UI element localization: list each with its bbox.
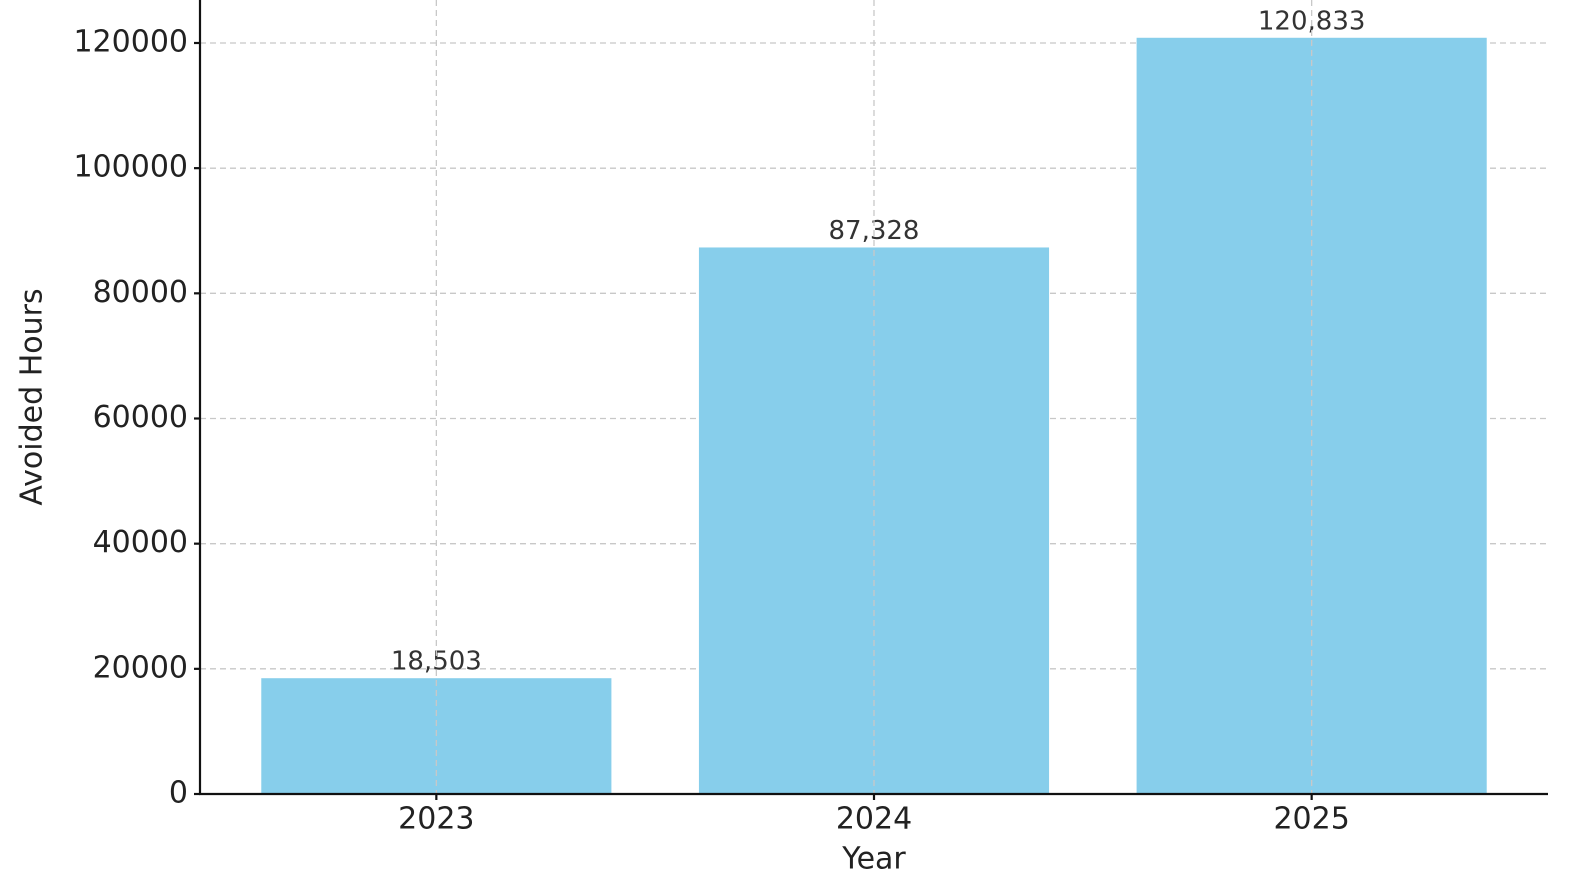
- y-tick-label: 80000: [93, 275, 188, 310]
- y-tick-label: 40000: [93, 525, 188, 560]
- x-tick-label: 2024: [836, 802, 912, 837]
- x-tick-label: 2025: [1273, 802, 1349, 837]
- x-tick-label: 2023: [398, 802, 474, 837]
- y-tick-label: 0: [169, 776, 188, 811]
- y-axis-label: Avoided Hours: [15, 288, 50, 505]
- y-tick-label: 120000: [73, 24, 188, 59]
- y-tick-label: 60000: [93, 400, 188, 435]
- y-tick-label: 20000: [93, 650, 188, 685]
- y-tick-label: 100000: [73, 150, 188, 185]
- x-axis-label: Year: [841, 842, 906, 877]
